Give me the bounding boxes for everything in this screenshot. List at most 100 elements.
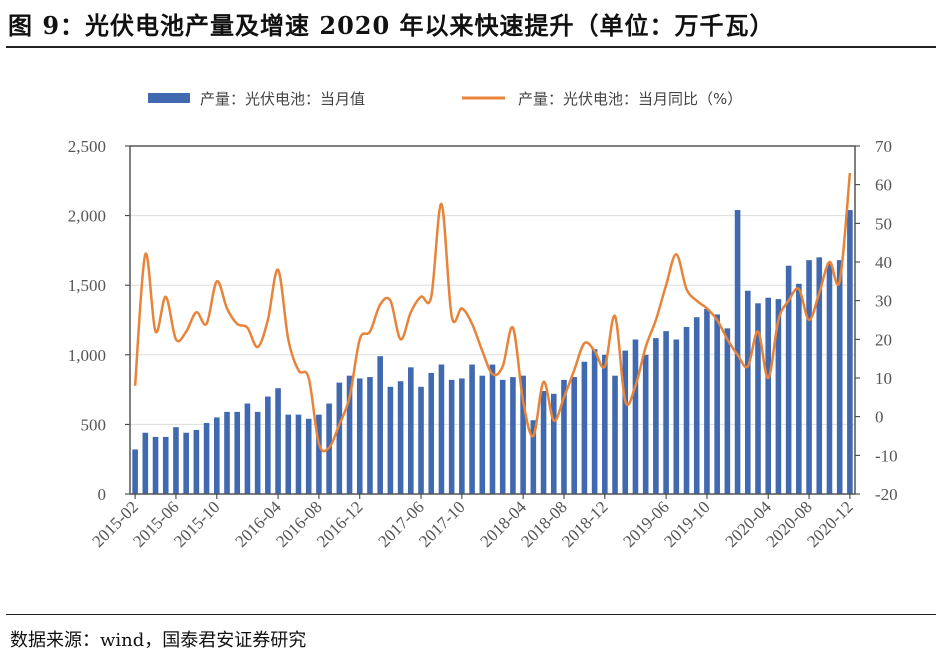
bar [591, 349, 598, 494]
left-tick-label: 2,000 [68, 207, 106, 226]
bar [520, 375, 526, 494]
right-tick-label: 20 [875, 330, 892, 349]
right-tick-label: 60 [875, 176, 892, 195]
bar [653, 338, 659, 494]
bar [847, 210, 853, 495]
left-tick-label: 1,500 [68, 276, 106, 295]
bar [806, 260, 812, 494]
bar [438, 364, 445, 494]
bar [530, 420, 537, 494]
bar [173, 427, 179, 494]
bar [203, 423, 210, 494]
bar [224, 411, 230, 494]
bar [285, 414, 292, 494]
bar [632, 339, 639, 494]
bar [408, 367, 414, 494]
bar [142, 432, 149, 494]
bar [796, 283, 802, 494]
bar [571, 377, 577, 494]
bar [336, 382, 343, 494]
right-tick-label: -20 [875, 485, 898, 504]
bar [612, 375, 618, 494]
bar [581, 361, 588, 494]
bar [489, 364, 496, 494]
bar [775, 299, 782, 494]
left-tick-label: 1,000 [68, 346, 106, 365]
right-tick-label: 50 [875, 214, 892, 233]
right-tick-label: 40 [875, 253, 892, 272]
bar [765, 297, 772, 494]
x-tick-label: 2019-10 [660, 497, 714, 551]
bar [469, 364, 475, 494]
bar [295, 414, 302, 494]
bar [305, 418, 312, 494]
bar [683, 326, 690, 494]
bar [254, 411, 261, 494]
bar [836, 260, 843, 494]
bar [714, 314, 720, 494]
bar [816, 257, 823, 494]
bar [367, 377, 373, 494]
bar [724, 328, 731, 494]
x-tick-label: 2017-10 [415, 497, 469, 551]
legend: 产量：光伏电池：当月值 产量：光伏电池：当月同比（%） [148, 90, 742, 108]
left-tick-label: 2,500 [68, 137, 106, 156]
source-rule [6, 614, 936, 615]
legend-bar-swatch [148, 93, 190, 103]
bar [550, 393, 557, 494]
legend-bar-label: 产量：光伏电池：当月值 [200, 90, 365, 108]
bar [275, 388, 281, 494]
bar [448, 379, 455, 494]
bar [234, 411, 241, 494]
bar [826, 262, 833, 494]
bar [244, 403, 251, 494]
bar [755, 303, 761, 494]
bar [193, 429, 200, 494]
bar [785, 265, 792, 494]
x-tick-label: 2016-12 [313, 497, 367, 551]
bar [622, 350, 629, 494]
bar [162, 436, 169, 494]
bar [479, 375, 486, 494]
bar [642, 354, 649, 494]
bar [183, 432, 189, 494]
bar [316, 414, 322, 494]
bar [734, 210, 741, 495]
chart-title: 图 9：光伏电池产量及增速 2020 年以来快速提升（单位：万千瓦） [8, 11, 775, 40]
left-tick-label: 500 [81, 415, 107, 434]
yoy-line [133, 172, 852, 453]
bar [499, 379, 506, 494]
bar [459, 378, 465, 494]
bar [356, 378, 363, 494]
bar [744, 290, 751, 494]
bar [387, 386, 394, 494]
left-tick-label: 0 [98, 485, 107, 504]
bar [132, 449, 138, 494]
bar [663, 331, 669, 494]
bar [377, 356, 383, 494]
bar [418, 386, 424, 494]
right-tick-label: 10 [875, 369, 892, 388]
bar [673, 339, 680, 494]
bar [213, 417, 220, 494]
x-tick-label: 2015-10 [170, 497, 224, 551]
bar [540, 390, 547, 494]
bar [428, 372, 435, 494]
bar [265, 396, 271, 494]
right-tick-label: -10 [875, 446, 898, 465]
bar [704, 308, 710, 494]
right-tick-label: 30 [875, 292, 892, 311]
bar [602, 354, 608, 494]
legend-line-label: 产量：光伏电池：当月同比（%） [518, 90, 742, 108]
bar [510, 377, 516, 494]
x-tick-label: 2020-12 [803, 497, 857, 551]
bar [693, 317, 700, 494]
bar [561, 379, 567, 494]
source-note: 数据来源：wind，国泰君安证券研究 [10, 630, 307, 651]
right-tick-label: 0 [875, 408, 884, 427]
x-tick-label: 2018-12 [558, 497, 612, 551]
plot-frame [129, 145, 856, 495]
title-rule [6, 46, 936, 48]
bar [346, 375, 353, 494]
